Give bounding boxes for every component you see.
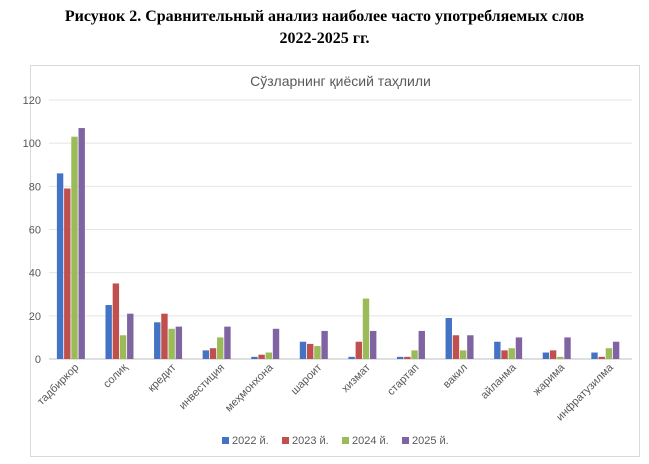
y-tick-label: 100 [23,138,41,150]
bar [598,356,605,359]
legend-label: 2022 й. [232,435,269,447]
bar [591,352,598,359]
y-tick-label: 0 [35,354,41,366]
x-tick-label: вакил [441,362,470,391]
bar [251,356,258,359]
bar [459,350,467,359]
bar [411,350,418,359]
bar [272,328,280,359]
bar [508,348,515,359]
bar [355,341,362,359]
bar [202,350,210,359]
x-tick-label: тадбиркор [35,362,81,408]
legend-swatch [342,437,349,444]
figure-caption: Рисунок 2. Сравнительный анализ наиболее… [0,6,649,50]
bar [119,335,127,359]
x-tick-label: меҳмонхона [223,361,276,414]
bar [494,341,501,359]
bar [154,322,161,359]
bar [321,330,328,359]
bar [299,341,307,359]
bar [161,313,168,359]
y-tick-label: 20 [29,311,41,323]
bar [217,337,224,359]
caption-line-2: 2022-2025 гг. [279,30,370,47]
bar [265,352,273,359]
bar [168,328,175,359]
bar [404,356,411,359]
bar [209,348,217,359]
bar [127,313,134,359]
bar [549,350,557,359]
bar [314,346,321,359]
bar [258,354,265,359]
bar [112,283,120,359]
legend-swatch [222,437,229,444]
bar [445,317,452,359]
x-tick-label: хизмат [340,362,373,395]
legend-swatch [402,437,409,444]
y-tick-label: 120 [23,95,41,107]
bar [348,356,355,359]
caption-line-1: Рисунок 2. Сравнительный анализ наиболее… [64,8,585,25]
bar [175,326,183,359]
bar [418,330,425,359]
x-tick-label: шароит [289,362,325,398]
bar [362,298,370,359]
bar [467,335,474,359]
y-tick-label: 80 [29,181,41,193]
x-tick-label: солиқ [101,362,130,391]
bar [224,326,231,359]
x-tick-label: айланма [479,361,520,402]
chart-frame [30,65,640,457]
bar [557,356,564,359]
legend-label: 2024 й. [352,435,389,447]
bar [64,188,71,359]
bar [56,173,64,359]
bar [542,352,550,359]
chart-title: Сўзларнинг қиёсий таҳлили [250,73,431,89]
legend-label: 2023 й. [292,435,329,447]
bar [605,348,613,359]
x-tick-label: инвестиция [177,362,227,412]
bar [564,337,571,359]
x-tick-label: кредит [146,362,179,395]
legend-swatch [282,437,289,444]
y-tick-label: 60 [29,225,41,237]
bar [105,305,112,359]
bar [452,335,460,359]
x-tick-label: стартап [385,362,421,398]
bar [396,356,404,359]
legend-label: 2025 й. [412,435,449,447]
y-tick-label: 40 [29,268,41,280]
bar [369,330,377,359]
x-tick-label: жарима [531,361,568,398]
bar [78,128,85,359]
bar [501,350,508,359]
bar [515,337,523,359]
bar [307,343,314,359]
bar [612,341,620,359]
bar [71,136,78,359]
